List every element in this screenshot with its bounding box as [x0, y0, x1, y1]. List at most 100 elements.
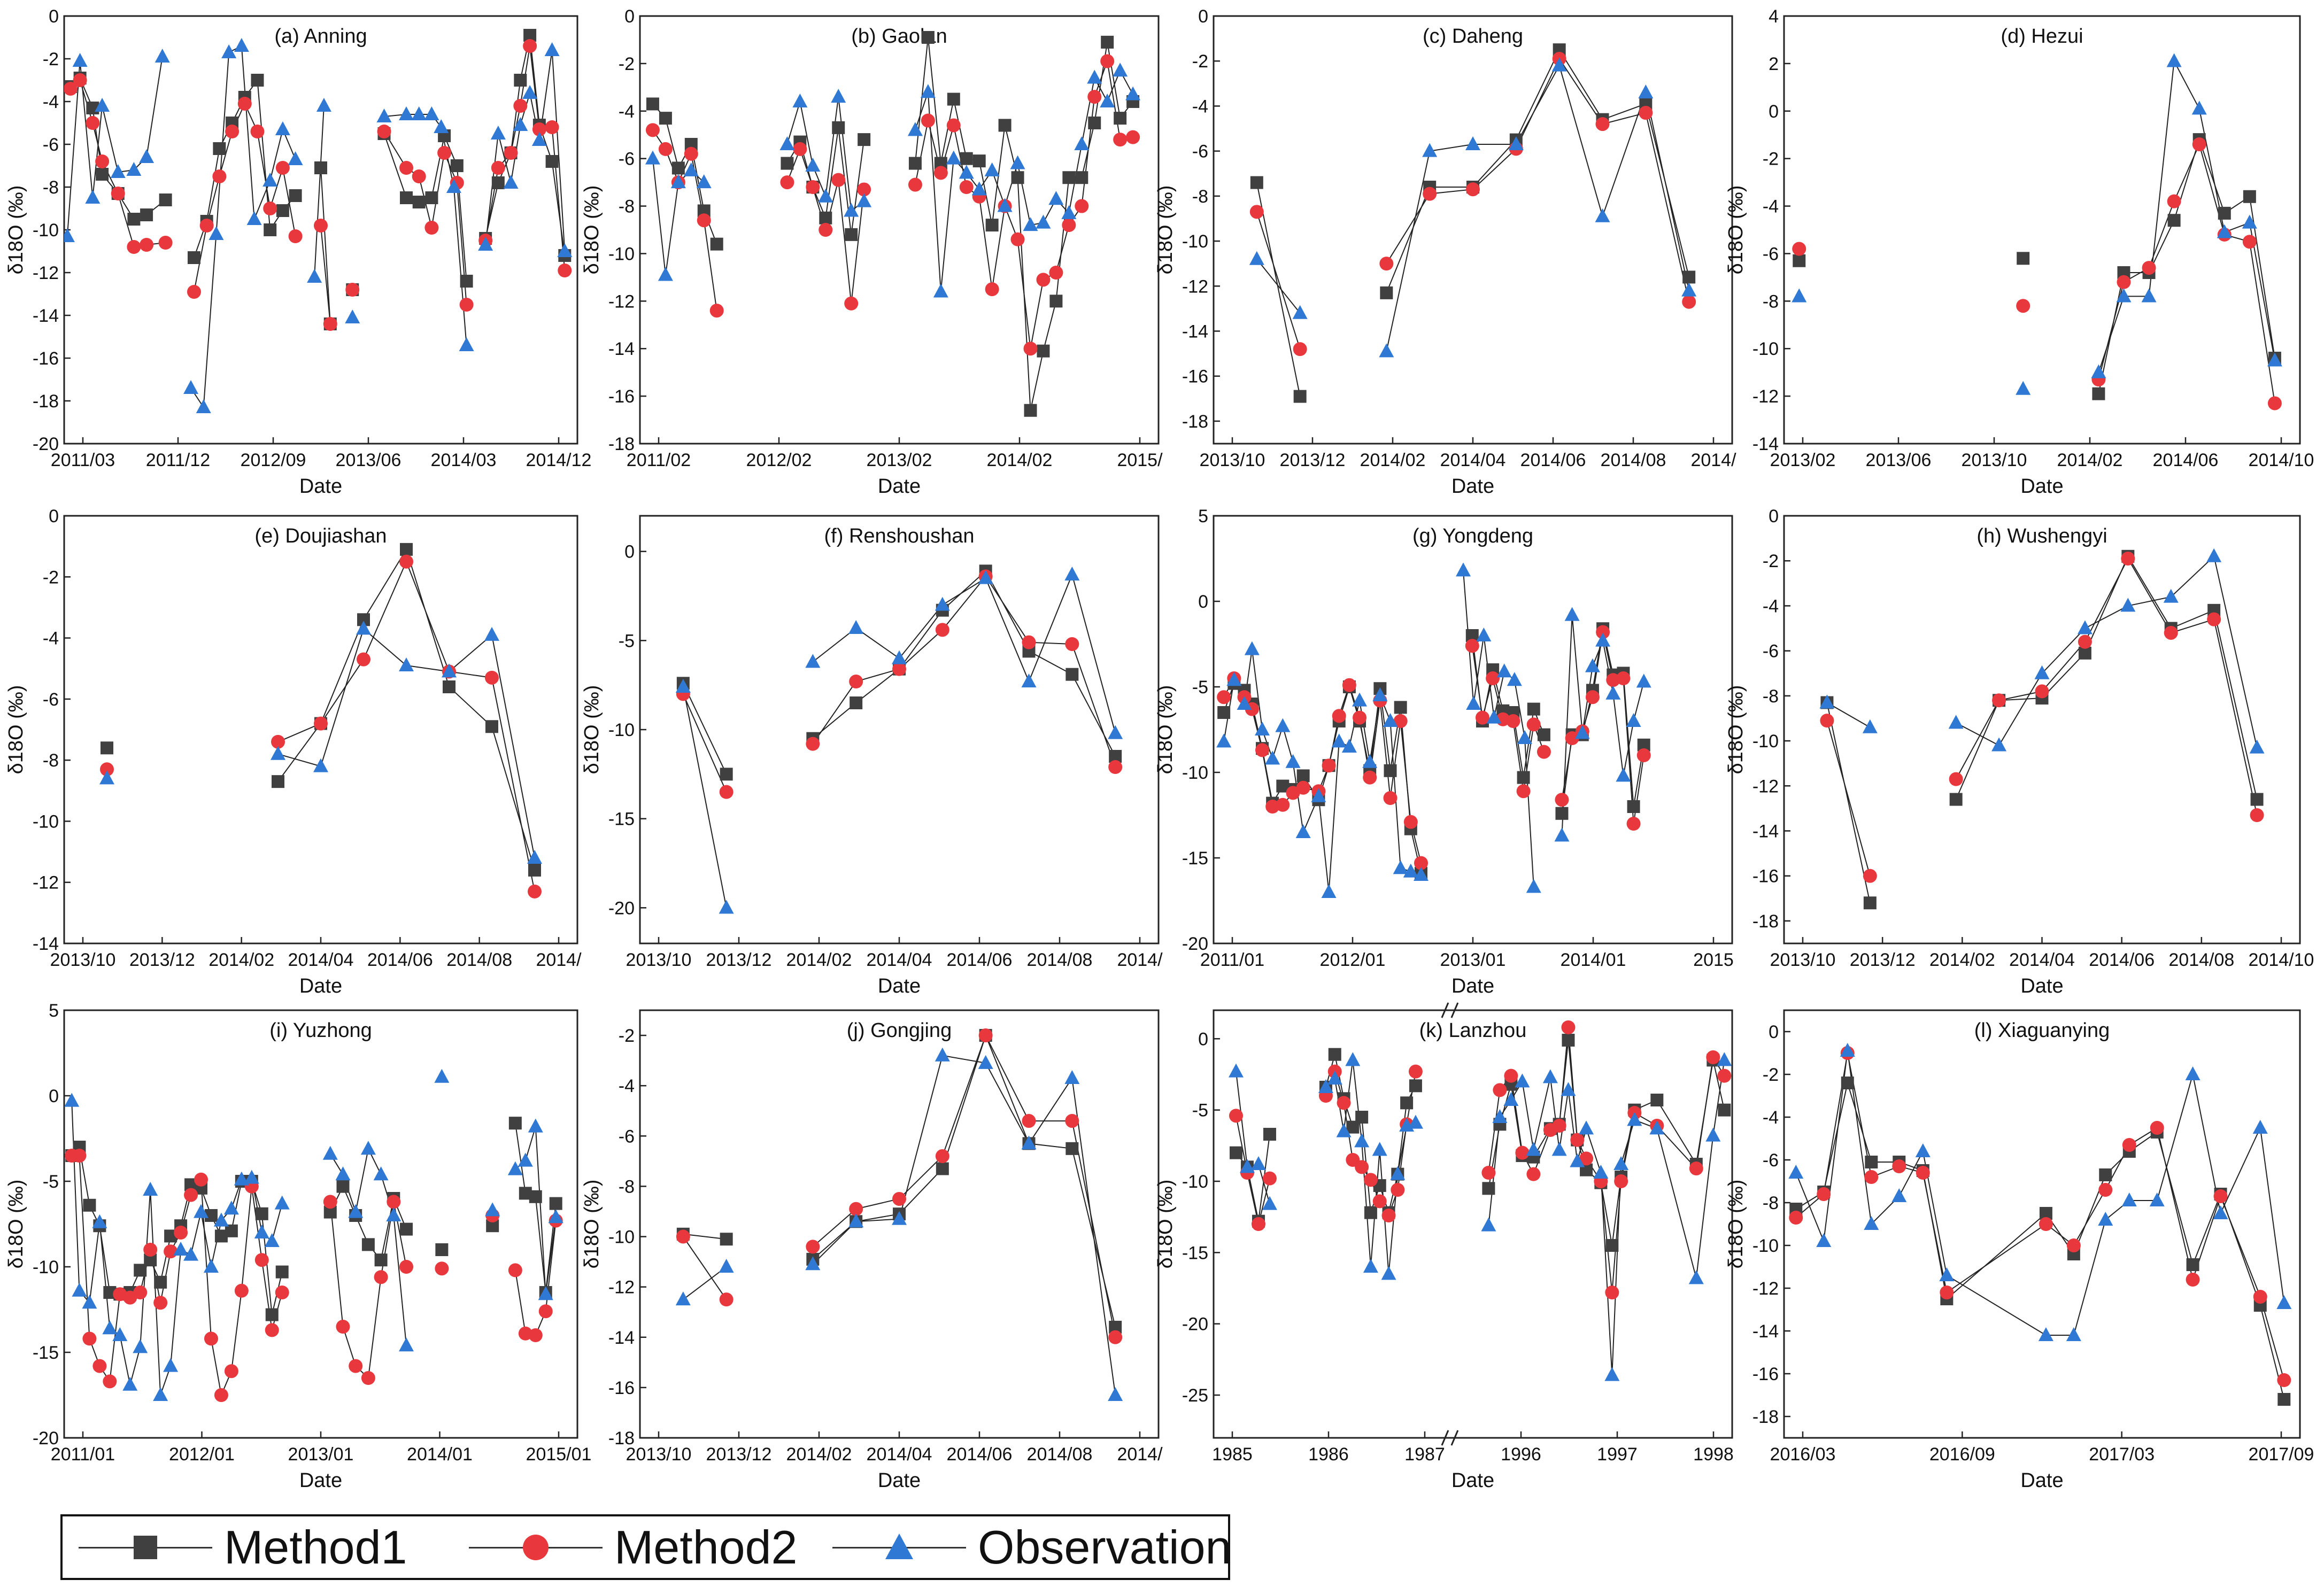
x-tick-label: 2014/: [1690, 450, 1736, 470]
method1-point: [425, 191, 438, 204]
observation-point: [1526, 879, 1541, 893]
observation-point: [1354, 1133, 1370, 1148]
x-tick-label: 2014/08: [1027, 950, 1093, 970]
legend-item-method2: Method2: [469, 1516, 797, 1578]
method2-point: [2192, 137, 2206, 151]
method2-point: [985, 282, 999, 297]
plot-frame: [639, 15, 1160, 445]
observation-point: [1564, 607, 1580, 621]
method1-point: [2243, 190, 2256, 203]
observation-point: [2038, 1327, 2053, 1341]
method1-point: [1380, 286, 1393, 299]
observation-point: [507, 1161, 523, 1175]
y-tick-label: -6: [1763, 244, 1779, 264]
y-tick-label: -4: [43, 629, 59, 649]
method2-point: [1493, 1083, 1507, 1097]
method1-point: [289, 189, 302, 202]
observation-point: [322, 1145, 338, 1160]
observation-point: [221, 44, 237, 58]
method2-point: [1342, 678, 1356, 692]
observation-point: [133, 1339, 148, 1353]
y-tick-label: 0: [49, 6, 59, 27]
observation-point: [1021, 673, 1037, 687]
y-axis-title: δ18O (‰): [1154, 185, 1177, 275]
method2-point: [1614, 1174, 1628, 1188]
method2-point: [793, 142, 807, 156]
y-tick-label: -25: [1182, 1385, 1208, 1406]
method2-point: [1372, 1194, 1387, 1209]
method2-point: [1065, 1114, 1079, 1128]
y-tick-label: -10: [608, 244, 635, 264]
method2-line: [1256, 211, 1301, 350]
observation-point: [126, 162, 142, 176]
method2-point: [361, 1371, 375, 1385]
method2-point: [1817, 1187, 1831, 1201]
x-tick-label: 2013/06: [336, 450, 402, 470]
observation-point: [411, 106, 427, 120]
observation-point: [1574, 725, 1590, 739]
series-group: [675, 1028, 1123, 1401]
y-tick-label: -12: [1752, 776, 1779, 796]
method2-point: [399, 161, 413, 175]
observation-point: [1226, 672, 1242, 686]
x-tick-label: 1986: [1308, 1444, 1349, 1465]
x-axis-title: Date: [2020, 475, 2063, 498]
y-tick-label: -4: [1192, 96, 1208, 117]
method1-point: [314, 161, 327, 174]
method2-point: [532, 122, 546, 136]
method1-point: [508, 1117, 522, 1130]
y-tick-label: -2: [43, 567, 59, 587]
method2-point: [523, 39, 537, 53]
x-axis-title: Date: [878, 1469, 921, 1492]
method1-point: [83, 1198, 96, 1212]
observation-point: [1476, 628, 1492, 641]
observation-point: [1311, 788, 1326, 802]
observation-point: [1717, 1052, 1732, 1066]
observation-point: [1061, 205, 1077, 219]
observation-point: [920, 84, 936, 98]
y-tick-label: -18: [1752, 911, 1779, 932]
method2-point: [314, 716, 328, 731]
observation-point: [1352, 692, 1368, 707]
y-tick-label: -2: [1763, 1065, 1779, 1085]
x-tick-label: 2011/12: [146, 450, 210, 470]
y-tick-label: -8: [1192, 187, 1208, 207]
method2-point: [72, 1149, 87, 1163]
observation-point: [1422, 143, 1438, 157]
observation-point: [234, 38, 249, 52]
method2-point: [1585, 690, 1600, 704]
method1-line: [1795, 1081, 2285, 1400]
method2-point: [224, 1364, 238, 1379]
method2-point: [1864, 1170, 1879, 1184]
observation-point: [1681, 282, 1697, 297]
observation-point: [1496, 663, 1512, 678]
observation-point: [971, 181, 987, 196]
method2-point: [1561, 1020, 1576, 1034]
method2-point: [528, 884, 542, 899]
observation-point: [1503, 1092, 1519, 1106]
method2-point: [2142, 261, 2156, 275]
observation-point: [2213, 1205, 2228, 1219]
method2-point: [133, 1286, 148, 1299]
method1-point: [1841, 1077, 1854, 1089]
observation-point: [2242, 214, 2257, 229]
x-tick-label: 2015: [1693, 950, 1734, 970]
method1-point: [1364, 1206, 1377, 1219]
observation-point: [1250, 1156, 1266, 1170]
y-tick-label: -5: [43, 1172, 59, 1192]
method1-line: [1386, 49, 1690, 293]
y-tick-label: -18: [1182, 412, 1208, 432]
observation-point: [1551, 1142, 1567, 1156]
method2-point: [504, 146, 518, 160]
method2-point: [1217, 690, 1231, 704]
observation-point: [490, 126, 506, 140]
method2-point: [2035, 684, 2049, 699]
observation-point: [1010, 155, 1025, 169]
method2-point: [1792, 242, 1806, 256]
method2-point: [234, 1283, 249, 1298]
x-tick-label: 2013/01: [1440, 950, 1506, 970]
observation-point: [2163, 589, 2179, 603]
y-tick-label: -14: [1752, 1321, 1779, 1342]
observation-point: [1390, 1166, 1406, 1180]
y-tick-label: -16: [608, 1378, 635, 1398]
